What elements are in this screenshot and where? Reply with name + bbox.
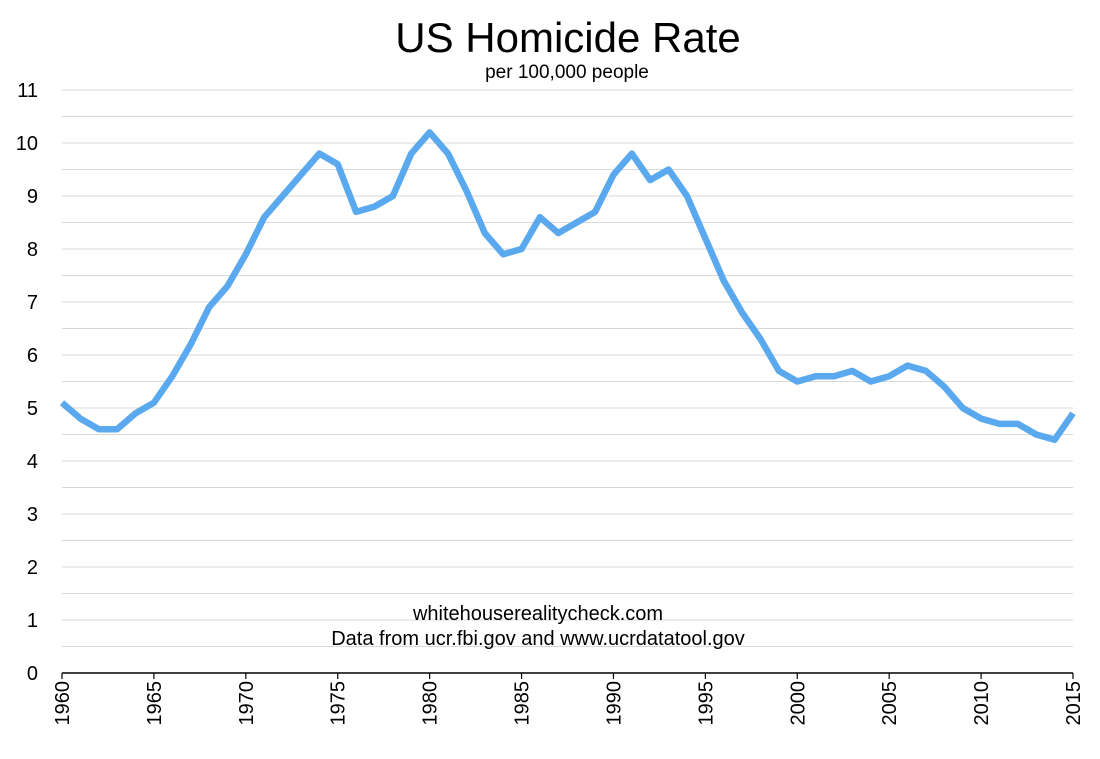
x-tick-label: 1980 (420, 681, 442, 726)
data-point (446, 151, 451, 156)
y-tick-label: 8 (27, 239, 38, 261)
data-point (611, 172, 616, 177)
y-tick-label: 10 (16, 133, 38, 155)
data-point (887, 374, 892, 379)
data-point (96, 427, 101, 432)
gridlines (61, 89, 1074, 679)
x-tick-label: 1960 (52, 681, 74, 726)
series-layer (59, 129, 1076, 444)
data-point (648, 178, 653, 183)
data-point (262, 215, 267, 220)
x-tick-label: 2010 (971, 681, 993, 726)
chart-subtitle: per 100,000 people (485, 62, 649, 83)
data-point (519, 247, 524, 252)
data-point (721, 278, 726, 283)
data-point (832, 374, 837, 379)
data-point (850, 368, 855, 373)
data-point (923, 368, 928, 373)
data-point (464, 188, 469, 193)
data-point (280, 194, 285, 199)
x-tick-label: 1970 (236, 681, 258, 726)
data-point (997, 421, 1002, 426)
x-tick-label: 1990 (603, 681, 625, 726)
y-tick-label: 3 (27, 504, 38, 526)
x-axis-tick-labels: 1960 1965 1970 1975 1980 1985 1990 1995 2000 2005… (52, 681, 1085, 726)
data-point (60, 400, 65, 405)
data-point (335, 162, 340, 167)
data-point (574, 220, 579, 225)
data-point (813, 374, 818, 379)
data-point (170, 374, 175, 379)
y-tick-label: 1 (27, 610, 38, 632)
y-axis-tick-labels: 0 1 2 3 4 5 6 7 8 9 10 11 (16, 80, 38, 685)
data-point (133, 411, 138, 416)
data-point (703, 236, 708, 241)
data-point (537, 215, 542, 220)
data-point (501, 252, 506, 257)
series-line-0 (59, 129, 1076, 444)
y-tick-label: 5 (27, 398, 38, 420)
data-point (1071, 411, 1076, 416)
data-point (795, 379, 800, 384)
data-point (684, 194, 689, 199)
data-point (409, 151, 414, 156)
data-point (243, 252, 248, 257)
y-tick-label: 4 (27, 451, 38, 473)
data-point (1034, 432, 1039, 437)
data-point (207, 305, 212, 310)
data-point (390, 194, 395, 199)
data-point (758, 337, 763, 342)
data-point (868, 379, 873, 384)
data-point (1052, 437, 1057, 442)
data-point (556, 231, 561, 236)
x-tick-label: 1985 (512, 681, 534, 726)
data-point (960, 406, 965, 411)
source-annotation-site: whitehouserealitycheck.com (412, 603, 663, 625)
data-point (776, 368, 781, 373)
data-point (188, 342, 193, 347)
x-tick-label: 2000 (787, 681, 809, 726)
data-point (740, 310, 745, 315)
data-point (629, 151, 634, 156)
data-point (666, 167, 671, 172)
x-tick-label: 2005 (879, 681, 901, 726)
data-point (482, 231, 487, 236)
data-point (354, 209, 359, 214)
data-point (979, 416, 984, 421)
y-tick-label: 11 (17, 80, 38, 102)
x-tick-label: 2015 (1063, 681, 1085, 726)
chart-title: US Homicide Rate (395, 14, 740, 61)
x-tick-label: 1965 (144, 681, 166, 726)
y-tick-label: 7 (27, 292, 38, 314)
data-point (372, 204, 377, 209)
data-point (317, 151, 322, 156)
y-tick-label: 6 (27, 345, 38, 367)
data-point (78, 416, 83, 421)
data-point (115, 427, 120, 432)
x-tick-label: 1975 (328, 681, 350, 726)
data-point (427, 130, 432, 135)
source-annotation-data: Data from ucr.fbi.gov and www.ucrdatatoo… (331, 628, 745, 650)
data-point (593, 209, 598, 214)
data-point (905, 363, 910, 368)
data-point (151, 400, 156, 405)
y-tick-label: 9 (27, 186, 38, 208)
data-point (298, 172, 303, 177)
x-tick-label: 1995 (695, 681, 717, 726)
data-point (942, 384, 947, 389)
data-point (1015, 421, 1020, 426)
y-tick-label: 0 (27, 663, 38, 685)
y-tick-label: 2 (27, 557, 38, 579)
data-point (225, 284, 230, 289)
